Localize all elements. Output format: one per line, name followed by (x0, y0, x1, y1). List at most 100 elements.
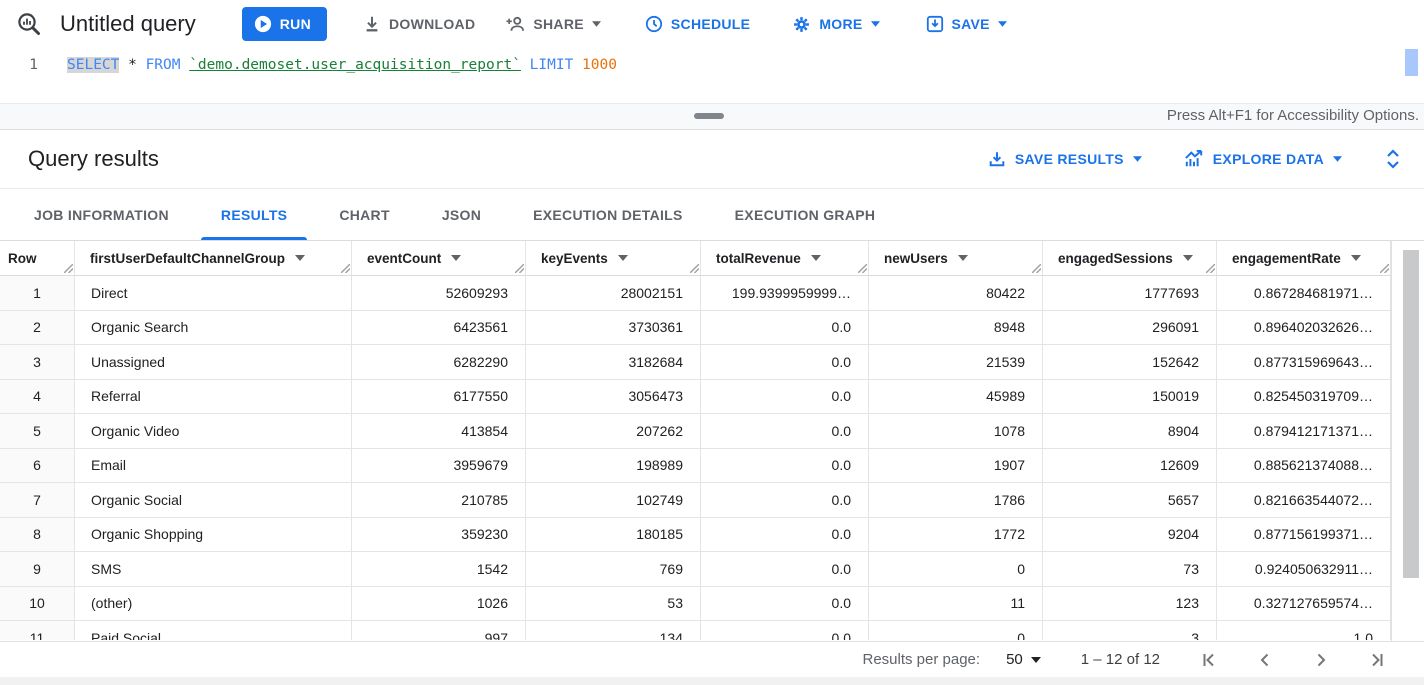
editor-scrollbar-thumb[interactable] (1405, 49, 1418, 76)
tab-execution-graph[interactable]: EXECUTION GRAPH (715, 189, 896, 240)
play-circle-icon (254, 15, 272, 33)
table-row: 5Organic Video4138542072620.0107889040.8… (0, 414, 1391, 449)
table-cell: 0.0 (701, 449, 869, 483)
column-resize-handle[interactable] (515, 264, 524, 273)
column-header-keyEvents[interactable]: keyEvents (526, 241, 701, 275)
save-icon (926, 15, 944, 33)
column-header-totalRevenue[interactable]: totalRevenue (701, 241, 869, 275)
table-cell: 0 (869, 552, 1043, 586)
previous-page-button[interactable] (1252, 647, 1278, 673)
schedule-button[interactable]: SCHEDULE (645, 15, 750, 33)
column-resize-handle[interactable] (858, 264, 867, 273)
column-header-newUsers[interactable]: newUsers (869, 241, 1043, 275)
table-cell: 359230 (352, 518, 526, 552)
table-cell: 413854 (352, 414, 526, 448)
table-scrollbar-thumb[interactable] (1403, 250, 1419, 578)
sort-caret-icon[interactable] (958, 255, 968, 261)
table-cell: 0.0 (701, 483, 869, 517)
save-results-button[interactable]: SAVE RESULTS (988, 150, 1142, 168)
column-header-eventCount[interactable]: eventCount (352, 241, 526, 275)
table-cell: 1.0 (1217, 621, 1391, 640)
sort-caret-icon[interactable] (451, 255, 461, 261)
download-button[interactable]: DOWNLOAD (363, 15, 475, 33)
table-cell: 0.0 (701, 587, 869, 621)
table-cell: 0.821663544072… (1217, 483, 1391, 517)
gear-icon (792, 15, 811, 34)
tab-job-information[interactable]: JOB INFORMATION (14, 189, 189, 240)
tab-json[interactable]: JSON (422, 189, 501, 240)
column-resize-handle[interactable] (1206, 264, 1215, 273)
column-label: newUsers (884, 251, 948, 266)
table-cell: 5657 (1043, 483, 1217, 517)
sort-caret-icon[interactable] (811, 255, 821, 261)
table-cell: 9204 (1043, 518, 1217, 552)
sort-caret-icon[interactable] (1351, 255, 1361, 261)
table-scrollbar-track[interactable] (1391, 241, 1424, 641)
chevron-right-icon (1312, 651, 1330, 669)
table-cell: 0.867284681971… (1217, 276, 1391, 310)
table-cell: 3730361 (526, 311, 701, 345)
column-label: engagedSessions (1058, 251, 1173, 266)
table-cell: 0.0 (701, 311, 869, 345)
table-cell: Email (75, 449, 352, 483)
table-cell: 8904 (1043, 414, 1217, 448)
sql-table-reference[interactable]: `demo.demoset.user_acquisition_report` (189, 57, 521, 73)
column-resize-handle[interactable] (341, 264, 350, 273)
column-header-engagementRate[interactable]: engagementRate (1217, 241, 1391, 275)
sort-caret-icon[interactable] (295, 255, 305, 261)
column-resize-handle[interactable] (690, 264, 699, 273)
chevron-left-icon (1256, 651, 1274, 669)
sort-caret-icon[interactable] (618, 255, 628, 261)
next-page-button[interactable] (1308, 647, 1334, 673)
page-size-select[interactable]: 50 (1006, 651, 1041, 668)
row-number-cell: 6 (0, 449, 75, 483)
column-resize-handle[interactable] (64, 264, 73, 273)
sort-caret-icon[interactable] (1183, 255, 1193, 261)
explore-data-button[interactable]: EXPLORE DATA (1184, 150, 1342, 168)
table-cell: 0.0 (701, 380, 869, 414)
line-number: 1 (0, 57, 48, 73)
column-label: keyEvents (541, 251, 608, 266)
column-resize-handle[interactable] (1380, 264, 1389, 273)
tab-results[interactable]: RESULTS (201, 189, 307, 240)
table-cell: Paid Social (75, 621, 352, 640)
query-tab-icon (14, 9, 44, 39)
run-button[interactable]: RUN (242, 7, 327, 41)
last-page-button[interactable] (1364, 647, 1390, 673)
table-cell: 1078 (869, 414, 1043, 448)
sql-keyword-from: FROM (146, 57, 181, 73)
table-cell: 1777693 (1043, 276, 1217, 310)
table-cell: 28002151 (526, 276, 701, 310)
collapse-results-button[interactable] (1384, 148, 1402, 170)
row-number-cell: 1 (0, 276, 75, 310)
first-page-button[interactable] (1196, 647, 1222, 673)
panel-splitter-handle[interactable] (694, 113, 724, 119)
clock-icon (645, 15, 663, 33)
sql-editor[interactable]: 1 SELECT*FROM`demo.demoset.user_acquisit… (0, 48, 1424, 103)
sql-code-line[interactable]: SELECT*FROM`demo.demoset.user_acquisitio… (67, 57, 617, 73)
table-cell: 53 (526, 587, 701, 621)
column-header-firstUserDefaultChannelGroup[interactable]: firstUserDefaultChannelGroup (75, 241, 352, 275)
table-cell: 45989 (869, 380, 1043, 414)
column-label: Row (8, 251, 37, 266)
row-number-cell: 2 (0, 311, 75, 345)
column-resize-handle[interactable] (1032, 264, 1041, 273)
save-button[interactable]: SAVE (926, 15, 1007, 33)
row-number-cell: 7 (0, 483, 75, 517)
row-number-cell: 3 (0, 345, 75, 379)
column-header-Row[interactable]: Row (0, 241, 75, 275)
share-button[interactable]: SHARE (505, 15, 601, 33)
table-cell: 123 (1043, 587, 1217, 621)
horizontal-scrollbar[interactable] (0, 677, 1424, 685)
column-header-engagedSessions[interactable]: engagedSessions (1043, 241, 1217, 275)
table-cell: 0.0 (701, 621, 869, 640)
table-cell: Unassigned (75, 345, 352, 379)
more-button[interactable]: MORE (792, 15, 879, 34)
tab-chart[interactable]: CHART (319, 189, 410, 240)
table-cell: 0.877156199371… (1217, 518, 1391, 552)
table-cell: 180185 (526, 518, 701, 552)
person-add-icon (505, 15, 525, 33)
table-cell: 152642 (1043, 345, 1217, 379)
tab-execution-details[interactable]: EXECUTION DETAILS (513, 189, 703, 240)
table-cell: 0.877315969643… (1217, 345, 1391, 379)
